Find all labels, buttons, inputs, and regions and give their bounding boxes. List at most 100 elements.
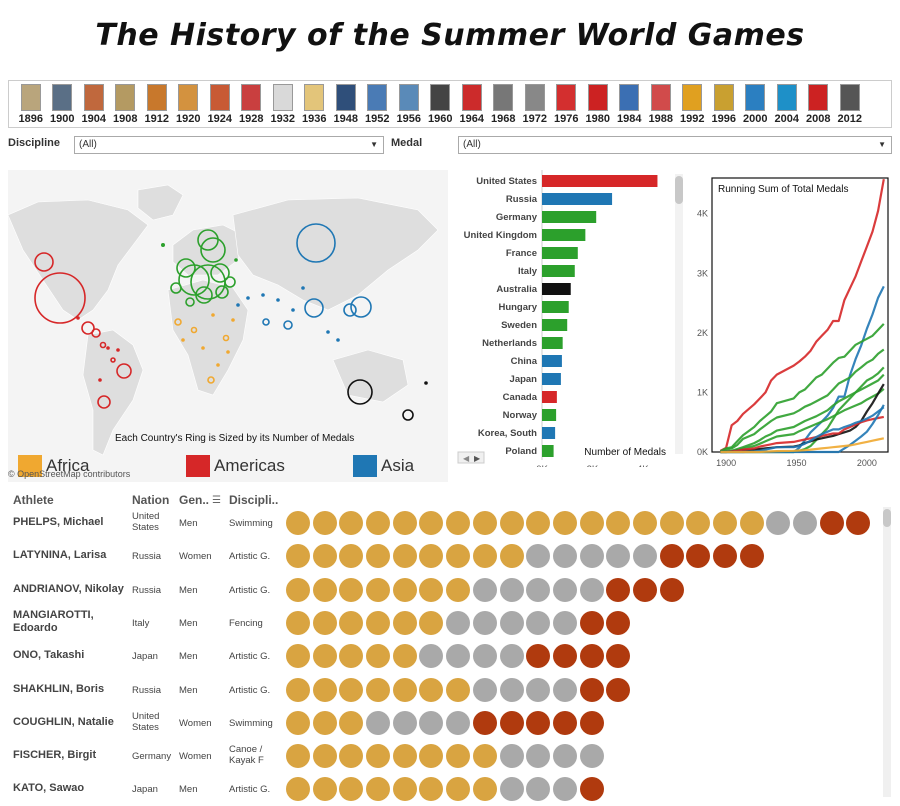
gold-medal-dot[interactable] [366,644,391,669]
gold-medal-dot[interactable] [312,644,337,669]
gold-medal-dot[interactable] [392,544,417,569]
bar-mark[interactable] [542,247,578,259]
table-row[interactable]: LATYNINA, Larisa Russia Women Artistic G. [8,540,886,573]
silver-medal-dot[interactable] [632,544,657,569]
gold-medal-dot[interactable] [659,511,684,535]
bar-hscroll[interactable] [457,451,485,464]
gold-medal-dot[interactable] [312,677,337,702]
bronze-medal-dot[interactable] [552,710,577,735]
bar-mark[interactable] [542,373,561,385]
bar-mark[interactable] [542,355,562,367]
timeline-item[interactable]: 2000 [740,83,772,127]
gold-medal-dot[interactable] [552,511,577,535]
bronze-medal-dot[interactable] [606,610,631,635]
timeline-item[interactable]: 1960 [425,83,457,127]
timeline-item[interactable]: 1908 [110,83,142,127]
bar-mark[interactable] [542,301,569,313]
silver-medal-dot[interactable] [446,644,471,669]
bronze-medal-dot[interactable] [526,710,551,735]
gold-medal-dot[interactable] [339,777,364,802]
gold-medal-dot[interactable] [366,744,391,769]
timeline-item[interactable]: 2008 [803,83,835,127]
bronze-medal-dot[interactable] [579,644,604,669]
gold-medal-dot[interactable] [286,610,310,635]
bronze-medal-dot[interactable] [499,710,524,735]
table-row[interactable]: COUGHLIN, Natalie United States Women Swimm… [8,707,886,740]
timeline-item[interactable]: 2004 [771,83,803,127]
medals-by-country-chart[interactable]: United States Russia Germany United Kingdom… [455,170,688,475]
silver-medal-dot[interactable] [499,677,524,702]
gold-medal-dot[interactable] [419,744,444,769]
silver-medal-dot[interactable] [472,610,497,635]
timeline-item[interactable]: 1952 [362,83,394,127]
gold-medal-dot[interactable] [286,777,310,802]
gold-medal-dot[interactable] [366,511,391,535]
gold-medal-dot[interactable] [312,744,337,769]
sort-icon[interactable]: ☰ [212,495,221,506]
bar-mark[interactable] [542,283,571,295]
gold-medal-dot[interactable] [339,710,364,735]
timeline-item[interactable]: 1924 [204,83,236,127]
timeline-item[interactable]: 1904 [78,83,110,127]
bronze-medal-dot[interactable] [659,577,684,602]
scrollbar-thumb[interactable] [883,509,891,527]
bar-mark[interactable] [542,427,556,439]
table-row[interactable]: KATO, Sawao Japan Men Artistic G. [8,773,886,806]
gold-medal-dot[interactable] [446,777,471,802]
header-athlete[interactable]: Athlete [13,493,54,507]
bar-mark[interactable] [542,337,563,349]
gold-medal-dot[interactable] [446,544,471,569]
silver-medal-dot[interactable] [472,677,497,702]
table-row[interactable]: FISCHER, Birgit Germany Women Canoe / Kayak… [8,740,886,773]
table-row[interactable]: ONO, Takashi Japan Men Artistic G. [8,640,886,673]
bronze-medal-dot[interactable] [606,577,631,602]
bar-mark[interactable] [542,175,658,187]
timeline-item[interactable]: 1992 [677,83,709,127]
table-row[interactable]: MANGIAROTTI, Edoardo Italy Men Fencing [8,607,886,640]
silver-medal-dot[interactable] [552,544,577,569]
silver-medal-dot[interactable] [766,511,791,535]
silver-medal-dot[interactable] [526,744,551,769]
timeline-item[interactable]: 1948 [330,83,362,127]
gold-medal-dot[interactable] [339,610,364,635]
gold-medal-dot[interactable] [392,610,417,635]
gold-medal-dot[interactable] [286,511,310,535]
silver-medal-dot[interactable] [472,577,497,602]
gold-medal-dot[interactable] [312,610,337,635]
gold-medal-dot[interactable] [312,577,337,602]
silver-medal-dot[interactable] [526,577,551,602]
timeline-item[interactable]: 1900 [47,83,79,127]
bar-mark[interactable] [542,265,575,277]
gold-medal-dot[interactable] [286,644,310,669]
table-scrollbar[interactable] [883,507,891,797]
silver-medal-dot[interactable] [392,710,417,735]
legend-item[interactable]: Asia [353,455,414,477]
silver-medal-dot[interactable] [499,777,524,802]
silver-medal-dot[interactable] [579,744,604,769]
gold-medal-dot[interactable] [472,744,497,769]
timeline-item[interactable]: 1928 [236,83,268,127]
gold-medal-dot[interactable] [446,744,471,769]
bronze-medal-dot[interactable] [686,544,711,569]
gold-medal-dot[interactable] [339,677,364,702]
gold-medal-dot[interactable] [392,511,417,535]
silver-medal-dot[interactable] [526,777,551,802]
bronze-medal-dot[interactable] [739,544,764,569]
silver-medal-dot[interactable] [793,511,818,535]
gold-medal-dot[interactable] [472,544,497,569]
series-line[interactable] [719,179,885,452]
silver-medal-dot[interactable] [552,610,577,635]
bronze-medal-dot[interactable] [606,677,631,702]
gold-medal-dot[interactable] [286,677,310,702]
silver-medal-dot[interactable] [499,610,524,635]
gold-medal-dot[interactable] [366,577,391,602]
series-line[interactable] [720,415,885,454]
header-gender[interactable]: Gen.. [179,493,210,507]
series-line[interactable] [719,323,885,453]
gold-medal-dot[interactable] [419,677,444,702]
gold-medal-dot[interactable] [419,610,444,635]
gold-medal-dot[interactable] [339,644,364,669]
gold-medal-dot[interactable] [419,577,444,602]
silver-medal-dot[interactable] [579,544,604,569]
silver-medal-dot[interactable] [446,610,471,635]
